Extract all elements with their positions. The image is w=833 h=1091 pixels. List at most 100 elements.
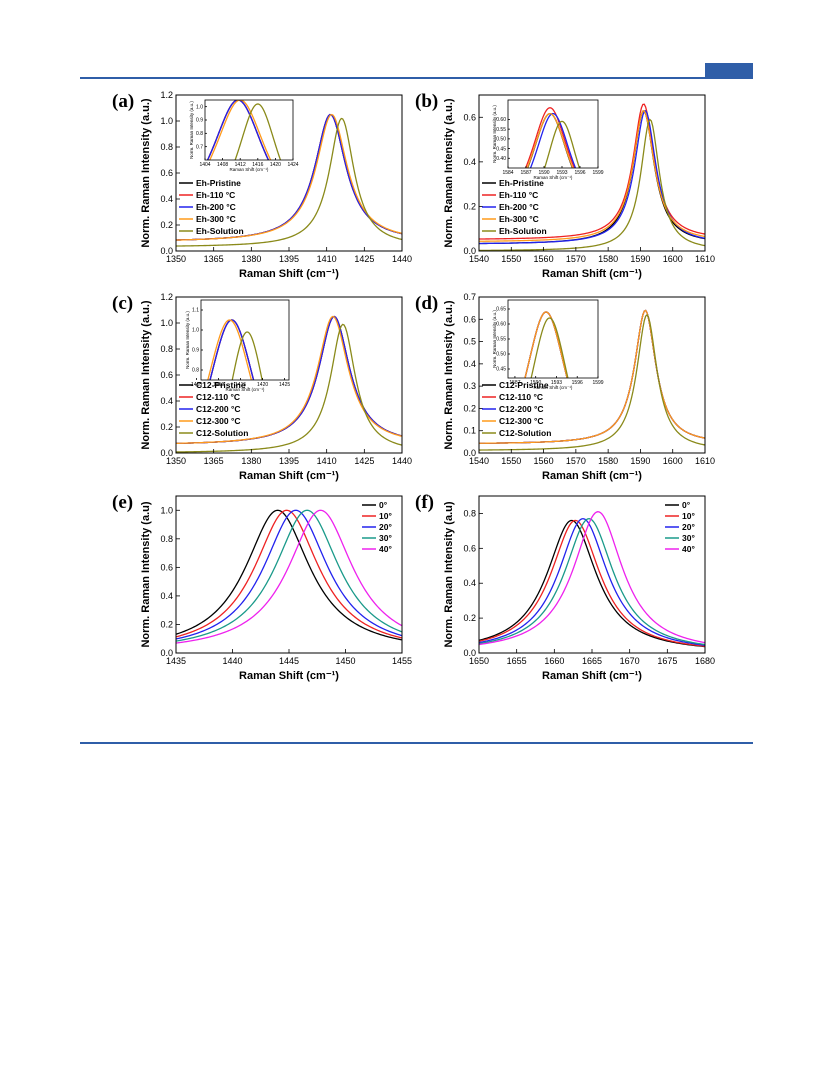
plot-frame — [478, 296, 706, 454]
x-tick-label: 1584 — [502, 170, 513, 176]
legend-label-4: C12-300 °C — [499, 416, 544, 426]
x-tick-label: 1424 — [287, 162, 298, 168]
inset-c: 1405 1410 1415 1420 1425 0.8 0.9 1.0 1.1 Raman Sh… — [185, 299, 290, 392]
x-tick-label: 1610 — [695, 456, 715, 466]
legend: Eh-Pristine Eh-110 °C Eh-200 °C Eh-300 °C Eh… — [179, 178, 244, 236]
y-tick-label: 0.6 — [160, 370, 173, 380]
legend-label-1: 0° — [379, 500, 388, 510]
legend-label-3: Eh-200 °C — [196, 202, 236, 212]
legend-label-5: 40° — [682, 544, 695, 554]
y-axis-label: Norm. Raman Intensity (a.u.) — [443, 300, 455, 449]
y-tick-label: 0.8 — [192, 368, 199, 374]
series-line-2 — [479, 519, 705, 647]
series-line-3 — [529, 112, 577, 168]
y-tick-label: 0.8 — [160, 142, 173, 152]
inset-a: 1404 1408 1412 1416 1420 1424 0.7 0.8 0.9 1.0 Rama… — [189, 99, 299, 172]
inset-frame — [200, 299, 290, 381]
x-tick-label: 1650 — [469, 656, 489, 666]
inset-background — [201, 300, 289, 380]
x-tick-label: 1405 — [191, 382, 202, 388]
y-tick-label: 1.0 — [192, 328, 199, 334]
x-tick-label: 1660 — [544, 656, 564, 666]
y-tick-label: 0.60 — [496, 322, 506, 328]
y-tick-label: 1.2 — [160, 292, 173, 302]
legend-label-5: C12-Solution — [499, 428, 551, 438]
series-group — [479, 103, 705, 251]
series-line-2 — [524, 107, 576, 168]
x-tick-label: 1675 — [657, 656, 677, 666]
x-tick-label: 1670 — [620, 656, 640, 666]
y-tick-label: 0.4 — [463, 157, 476, 167]
series-group — [176, 113, 402, 247]
legend-label-1: 0° — [682, 500, 691, 510]
series-line-5 — [479, 313, 705, 451]
series-line-3 — [176, 509, 402, 640]
x-tick-label: 1455 — [392, 656, 412, 666]
y-tick-label: 0.0 — [463, 448, 476, 458]
x-tick-label: 1550 — [501, 254, 521, 264]
series-line-2 — [176, 509, 402, 639]
series-line-4 — [209, 100, 272, 160]
plot-frame — [478, 94, 706, 252]
y-tick-label: 0.0 — [463, 648, 476, 658]
x-tick-label: 1380 — [241, 456, 261, 466]
x-tick-label: 1599 — [592, 380, 603, 386]
y-tick-label: 1.0 — [160, 505, 173, 515]
y-axis-label: Norm. Raman Intensity (a.u.) — [443, 98, 455, 247]
series-line-5 — [530, 317, 569, 378]
legend-label-1: Eh-Pristine — [499, 178, 544, 188]
x-tick-label: 1587 — [509, 380, 520, 386]
x-tick-label: 1380 — [241, 254, 261, 264]
y-tick-label: 0.55 — [496, 127, 506, 133]
y-tick-label: 0.6 — [463, 543, 476, 553]
y-axis-label: Norm. Raman Intensity (a.u.) — [189, 101, 194, 159]
x-tick-label: 1440 — [222, 656, 242, 666]
y-axis-label: Norm. Raman Intensity (a.u.) — [492, 310, 497, 368]
series-line-5 — [176, 117, 402, 247]
chart-panel-c: (c) 1350 1365 1380 1395 1410 1425 1440 0.0 0.2 0.4… — [112, 292, 412, 482]
header-tab — [705, 63, 753, 77]
x-tick-label: 1410 — [213, 382, 224, 388]
x-axis-label: Raman Shift (cm⁻¹) — [239, 670, 339, 682]
y-axis-label: Norm. Raman Intensity (a.u.) — [492, 105, 497, 163]
legend-label-2: Eh-110 °C — [196, 190, 235, 200]
x-tick-label: 1590 — [538, 170, 549, 176]
x-axis-label: Raman Shift (cm⁻¹) — [542, 670, 642, 682]
y-tick-label: 0.6 — [463, 314, 476, 324]
x-tick-label: 1410 — [317, 254, 337, 264]
y-tick-label: 0.5 — [463, 337, 476, 347]
legend: C12-Pristine C12-110 °C C12-200 °C C12-300 … — [179, 380, 248, 438]
x-tick-label: 1416 — [252, 162, 263, 168]
x-tick-label: 1593 — [551, 380, 562, 386]
x-tick-label: 1590 — [630, 456, 650, 466]
series-line-5 — [231, 331, 263, 380]
inset-b: 1584 1587 1590 1593 1596 1599 0.40 0.45 0.50 0.55… — [492, 99, 604, 180]
y-tick-label: 0.4 — [160, 194, 173, 204]
y-tick-label: 0.2 — [160, 619, 173, 629]
x-tick-label: 1350 — [166, 456, 186, 466]
series-line-4 — [176, 509, 402, 642]
series-line-5 — [234, 103, 282, 160]
chart-panel-e: (e) 1435 1440 1445 1450 1455 0.0 0.2 0.4 0.6 0.8 1.… — [112, 492, 412, 682]
legend-label-5: 40° — [379, 544, 392, 554]
inset-background — [508, 100, 598, 168]
legend: 0°10°20°30°40° — [665, 500, 695, 554]
x-tick-label: 1420 — [270, 162, 281, 168]
y-tick-label: 0.0 — [160, 246, 173, 256]
x-tick-label: 1415 — [235, 382, 246, 388]
x-tick-label: 1350 — [166, 254, 186, 264]
y-tick-label: 1.1 — [192, 308, 199, 314]
chart-panel-f: (f) 1650 1655 1660 1665 1670 1675 1680 0.0 0.2 0.4… — [415, 492, 715, 682]
y-tick-label: 0.6 — [160, 168, 173, 178]
panel-label: (b) — [415, 91, 438, 112]
series-group — [524, 107, 581, 168]
y-tick-label: 1.2 — [160, 90, 173, 100]
y-tick-label: 1.0 — [196, 104, 203, 110]
x-tick-label: 1445 — [279, 656, 299, 666]
y-axis-label: Norm. Raman Intensity (a.u.) — [140, 98, 152, 247]
legend-label-3: C12-200 °C — [196, 404, 241, 414]
y-tick-label: 0.8 — [160, 344, 173, 354]
series-group — [206, 100, 282, 160]
x-tick-label: 1600 — [663, 254, 683, 264]
